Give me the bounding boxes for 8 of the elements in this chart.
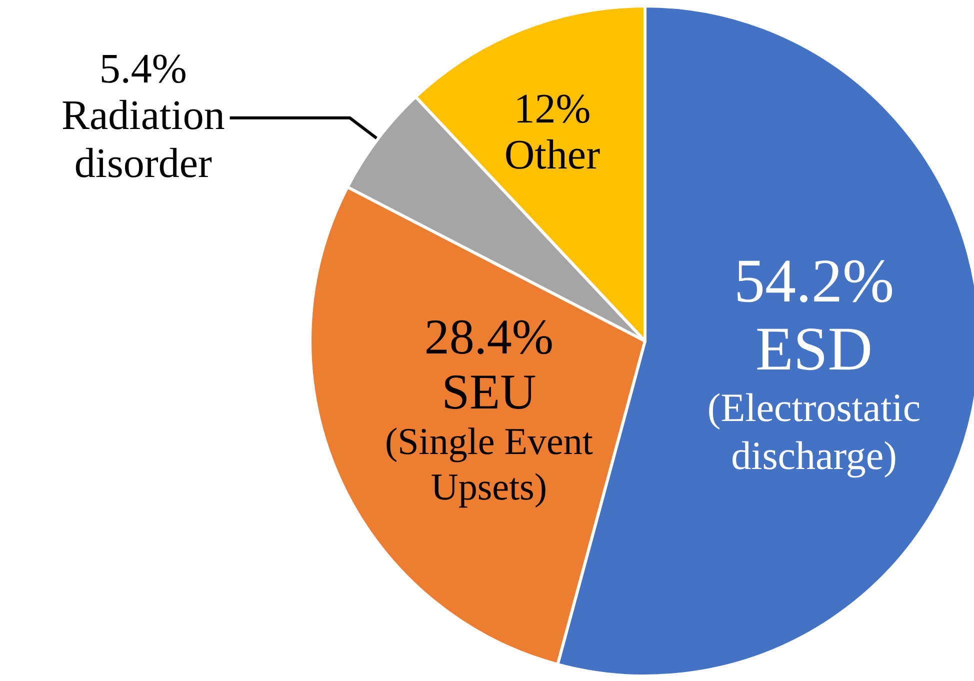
slice-label: Radiation disorder [62, 92, 225, 188]
data-label: 54.2% [734, 247, 894, 316]
slice-label: Other [504, 132, 600, 179]
data-label: 5.4% [99, 46, 187, 93]
data-label: 12% [514, 86, 591, 132]
slice-label: ESD (Electrostatic discharge) [707, 316, 921, 478]
slice-label: SEU (Single Event Upsets) [385, 364, 594, 508]
data-label: 28.4% [424, 308, 554, 365]
